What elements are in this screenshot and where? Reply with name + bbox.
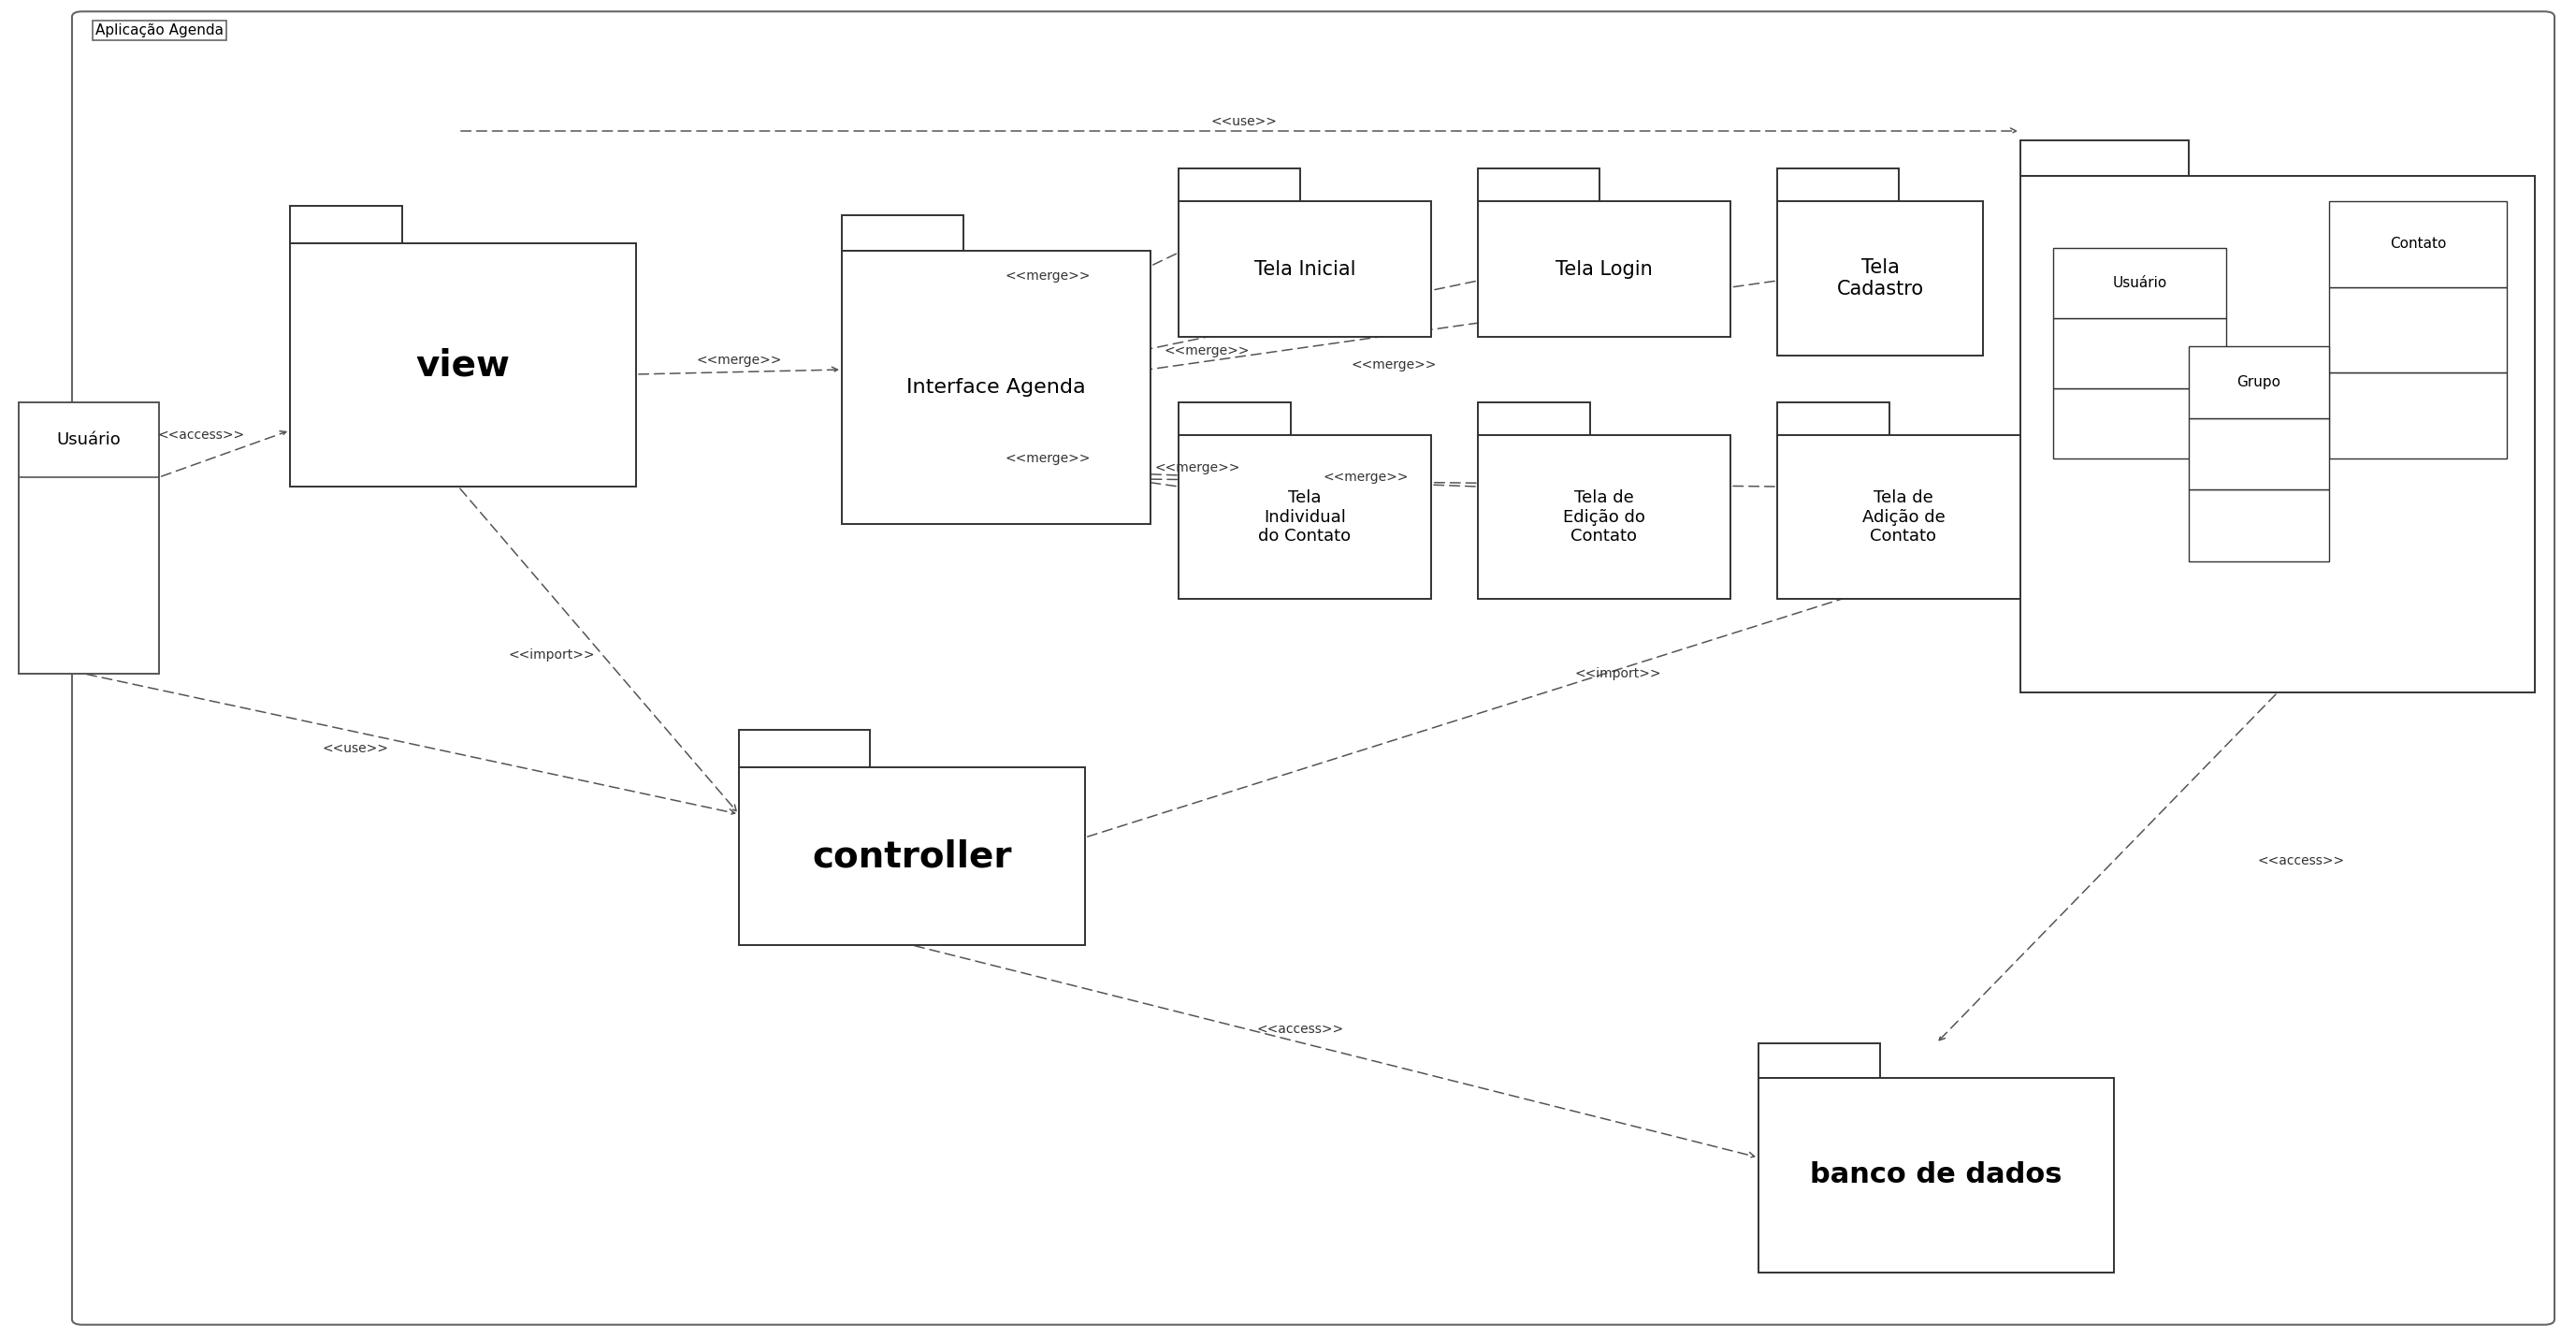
FancyBboxPatch shape xyxy=(842,250,1151,524)
Text: Tela
Cadastro: Tela Cadastro xyxy=(1837,258,1924,299)
Text: <<merge>>: <<merge>> xyxy=(1005,269,1090,283)
Text: Tela de
Adição de
Contato: Tela de Adição de Contato xyxy=(1862,489,1945,545)
Text: Tela de
Edição do
Contato: Tela de Edição do Contato xyxy=(1564,489,1646,545)
Text: <<import>>: <<import>> xyxy=(507,648,595,661)
Text: Tela Inicial: Tela Inicial xyxy=(1255,260,1355,279)
Text: banco de dados: banco de dados xyxy=(1811,1162,2063,1189)
FancyBboxPatch shape xyxy=(1180,435,1432,599)
FancyBboxPatch shape xyxy=(1479,201,1731,337)
FancyBboxPatch shape xyxy=(1479,169,1600,201)
FancyBboxPatch shape xyxy=(2020,175,2535,692)
Text: controller: controller xyxy=(811,838,1012,874)
Text: <<merge>>: <<merge>> xyxy=(696,353,781,367)
Text: Usuário: Usuário xyxy=(2112,276,2166,291)
Text: Usuário: Usuário xyxy=(57,431,121,449)
FancyBboxPatch shape xyxy=(1759,1078,2115,1272)
Text: <<use>>: <<use>> xyxy=(1211,115,1278,129)
FancyBboxPatch shape xyxy=(1479,402,1589,435)
Bar xyxy=(18,402,160,674)
FancyBboxPatch shape xyxy=(1180,201,1432,337)
Text: <<merge>>: <<merge>> xyxy=(1005,453,1090,465)
Text: Contato: Contato xyxy=(2391,237,2447,252)
FancyBboxPatch shape xyxy=(1479,435,1731,599)
Text: Grupo: Grupo xyxy=(2236,375,2280,390)
FancyBboxPatch shape xyxy=(291,244,636,486)
FancyBboxPatch shape xyxy=(842,216,963,250)
FancyBboxPatch shape xyxy=(739,767,1084,945)
Bar xyxy=(2190,347,2329,418)
Text: <<import>>: <<import>> xyxy=(1574,667,1662,680)
Text: model: model xyxy=(2233,420,2324,447)
Text: <<merge>>: <<merge>> xyxy=(1154,462,1239,474)
FancyBboxPatch shape xyxy=(1180,169,1301,201)
Bar xyxy=(2053,248,2226,319)
FancyBboxPatch shape xyxy=(1777,402,1888,435)
FancyBboxPatch shape xyxy=(1777,435,2030,599)
FancyBboxPatch shape xyxy=(739,730,871,767)
Bar xyxy=(2329,287,2506,372)
Text: Aplicação Agenda: Aplicação Agenda xyxy=(95,24,224,37)
Text: Tela
Individual
do Contato: Tela Individual do Contato xyxy=(1260,489,1352,545)
Text: view: view xyxy=(415,347,510,383)
Text: Tela Login: Tela Login xyxy=(1556,260,1654,279)
FancyBboxPatch shape xyxy=(1777,201,1984,356)
FancyBboxPatch shape xyxy=(72,12,2555,1324)
Bar xyxy=(2329,201,2506,287)
FancyBboxPatch shape xyxy=(1180,402,1291,435)
FancyBboxPatch shape xyxy=(1759,1043,1880,1078)
Bar xyxy=(2053,388,2226,458)
Text: <<merge>>: <<merge>> xyxy=(1164,344,1249,358)
Text: <<merge>>: <<merge>> xyxy=(1350,359,1437,371)
FancyBboxPatch shape xyxy=(2020,141,2190,175)
Bar xyxy=(2190,418,2329,490)
Text: <<access>>: <<access>> xyxy=(157,428,245,442)
Text: Interface Agenda: Interface Agenda xyxy=(907,378,1087,396)
Bar xyxy=(2329,372,2506,458)
FancyBboxPatch shape xyxy=(291,206,402,244)
Bar xyxy=(2190,490,2329,561)
Text: <<access>>: <<access>> xyxy=(2257,854,2344,868)
Text: <<use>>: <<use>> xyxy=(322,742,389,755)
Text: <<access>>: <<access>> xyxy=(1257,1023,1345,1036)
Text: <<merge>>: <<merge>> xyxy=(1324,471,1409,483)
FancyBboxPatch shape xyxy=(1777,169,1899,201)
Bar xyxy=(2053,319,2226,388)
